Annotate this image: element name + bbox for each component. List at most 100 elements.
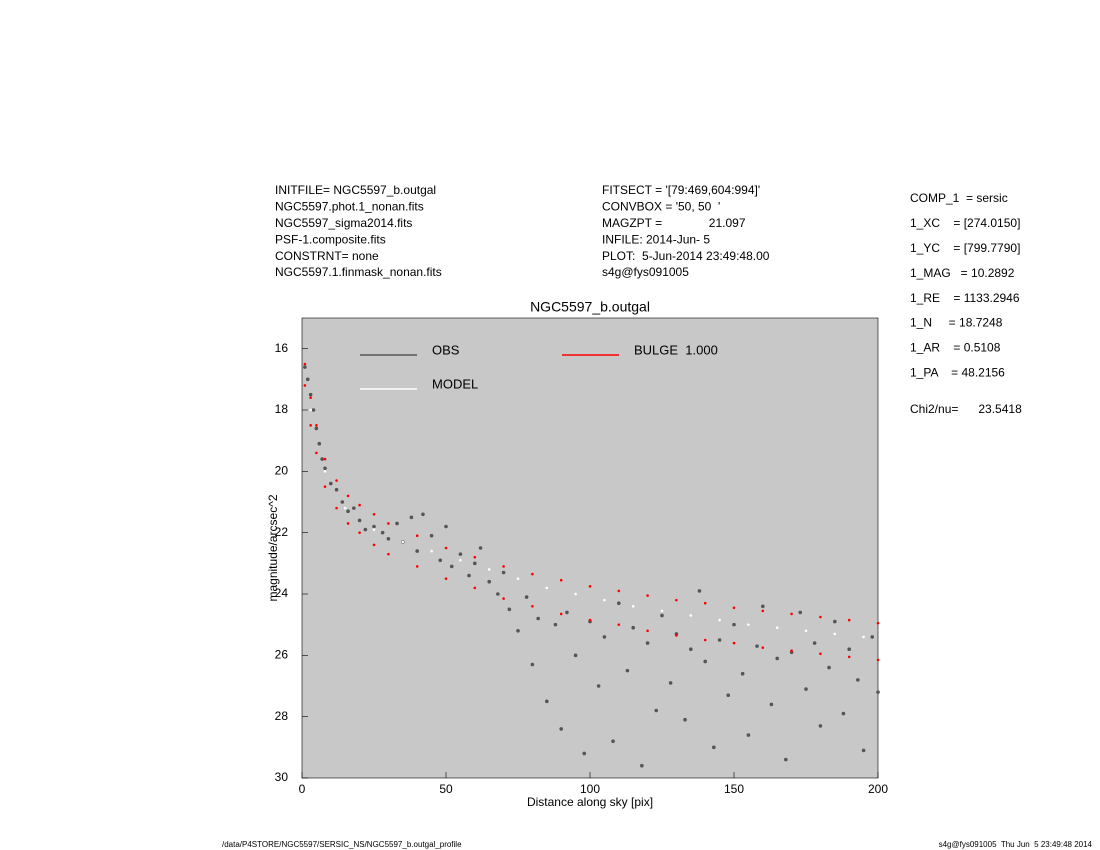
header-line: NGC5597.phot.1_nonan.fits xyxy=(275,200,424,214)
data-point xyxy=(380,530,385,535)
data-point xyxy=(689,614,693,617)
data-point xyxy=(718,618,721,622)
data-point xyxy=(458,552,463,556)
y-tick-label: 18 xyxy=(275,402,289,416)
data-point xyxy=(335,506,338,510)
data-point xyxy=(358,531,361,534)
data-point xyxy=(559,578,563,582)
x-tick-label: 50 xyxy=(439,782,453,796)
data-point xyxy=(827,665,831,670)
data-point xyxy=(588,618,592,622)
x-tick-label: 150 xyxy=(724,782,744,796)
data-point xyxy=(746,733,751,737)
data-point xyxy=(531,572,534,576)
data-point xyxy=(790,649,793,653)
data-point xyxy=(308,392,313,397)
data-point xyxy=(317,441,322,446)
data-point xyxy=(631,604,635,608)
data-point xyxy=(847,618,851,622)
data-point xyxy=(401,540,405,544)
x-tick-label: 0 xyxy=(299,782,306,796)
footer-stamp: s4g@fys091005 Thu Jun 5 23:49:48 2014 xyxy=(939,840,1093,849)
data-point xyxy=(740,671,745,676)
data-point xyxy=(536,616,540,621)
data-point xyxy=(352,506,356,510)
legend-label: MODEL xyxy=(432,376,478,391)
data-point xyxy=(346,522,350,525)
data-point xyxy=(516,577,520,580)
data-point xyxy=(314,426,319,431)
data-point xyxy=(847,647,851,651)
legend-label: OBS xyxy=(432,342,460,357)
data-point xyxy=(395,521,399,526)
data-point xyxy=(315,451,318,455)
data-point xyxy=(833,619,837,624)
data-point xyxy=(502,597,505,600)
data-point xyxy=(654,708,659,713)
data-point xyxy=(640,763,644,768)
data-point xyxy=(323,466,327,471)
data-point xyxy=(819,652,822,656)
component-param: COMP_1 = sersic xyxy=(910,191,1008,205)
data-point xyxy=(409,515,414,520)
component-param: 1_MAG = 10.2892 xyxy=(910,266,1015,280)
data-point xyxy=(387,522,390,525)
data-point xyxy=(660,613,664,618)
data-point xyxy=(421,512,425,517)
y-tick-label: 16 xyxy=(275,341,289,355)
data-point xyxy=(675,598,678,602)
data-point xyxy=(444,524,448,529)
data-point xyxy=(459,558,462,562)
data-point xyxy=(309,408,312,412)
data-point xyxy=(646,629,649,633)
data-point xyxy=(530,662,535,667)
component-param: 1_XC = [274.0150] xyxy=(910,216,1020,230)
data-point xyxy=(372,524,376,529)
y-tick-label: 22 xyxy=(275,525,289,539)
header-line: INITFILE= NGC5597_b.outgal xyxy=(275,183,436,197)
header-line: s4g@fys091005 xyxy=(602,265,689,279)
chart-title: NGC5597_b.outgal xyxy=(530,299,650,315)
data-point xyxy=(804,687,808,691)
data-point xyxy=(357,518,362,523)
data-point xyxy=(761,609,765,613)
data-point xyxy=(717,638,722,642)
y-tick-label: 20 xyxy=(275,464,289,478)
data-point xyxy=(818,724,823,728)
data-point xyxy=(617,623,621,626)
data-point xyxy=(833,632,837,636)
data-point xyxy=(346,509,350,513)
data-point xyxy=(876,621,880,625)
legend-label: BULGE 1.000 xyxy=(634,342,718,357)
data-point xyxy=(559,727,563,731)
data-point xyxy=(487,579,492,584)
data-point xyxy=(363,527,368,532)
header-line: PSF-1.composite.fits xyxy=(275,232,386,246)
data-point xyxy=(467,573,471,578)
data-point xyxy=(703,638,707,642)
data-point xyxy=(856,678,860,682)
data-point xyxy=(847,655,851,659)
data-point xyxy=(819,615,822,619)
data-point xyxy=(303,362,307,366)
data-point xyxy=(876,658,880,662)
y-tick-label: 24 xyxy=(275,586,289,600)
data-point xyxy=(358,503,361,507)
data-point xyxy=(545,699,549,704)
data-point xyxy=(784,757,788,762)
header-line: CONSTRNT= none xyxy=(275,249,379,263)
data-point xyxy=(582,751,587,756)
data-point xyxy=(303,365,307,369)
data-point xyxy=(660,609,664,613)
data-point xyxy=(775,626,779,630)
data-point xyxy=(507,607,512,612)
data-point xyxy=(501,570,506,575)
data-point xyxy=(309,396,312,400)
data-point xyxy=(531,604,534,608)
data-point xyxy=(747,623,750,626)
header-line: MAGZPT = 21.097 xyxy=(602,216,746,230)
data-point xyxy=(769,702,774,707)
data-point xyxy=(473,555,477,559)
chi-square: Chi2/nu= 23.5418 xyxy=(910,402,1022,416)
data-point xyxy=(372,528,376,531)
